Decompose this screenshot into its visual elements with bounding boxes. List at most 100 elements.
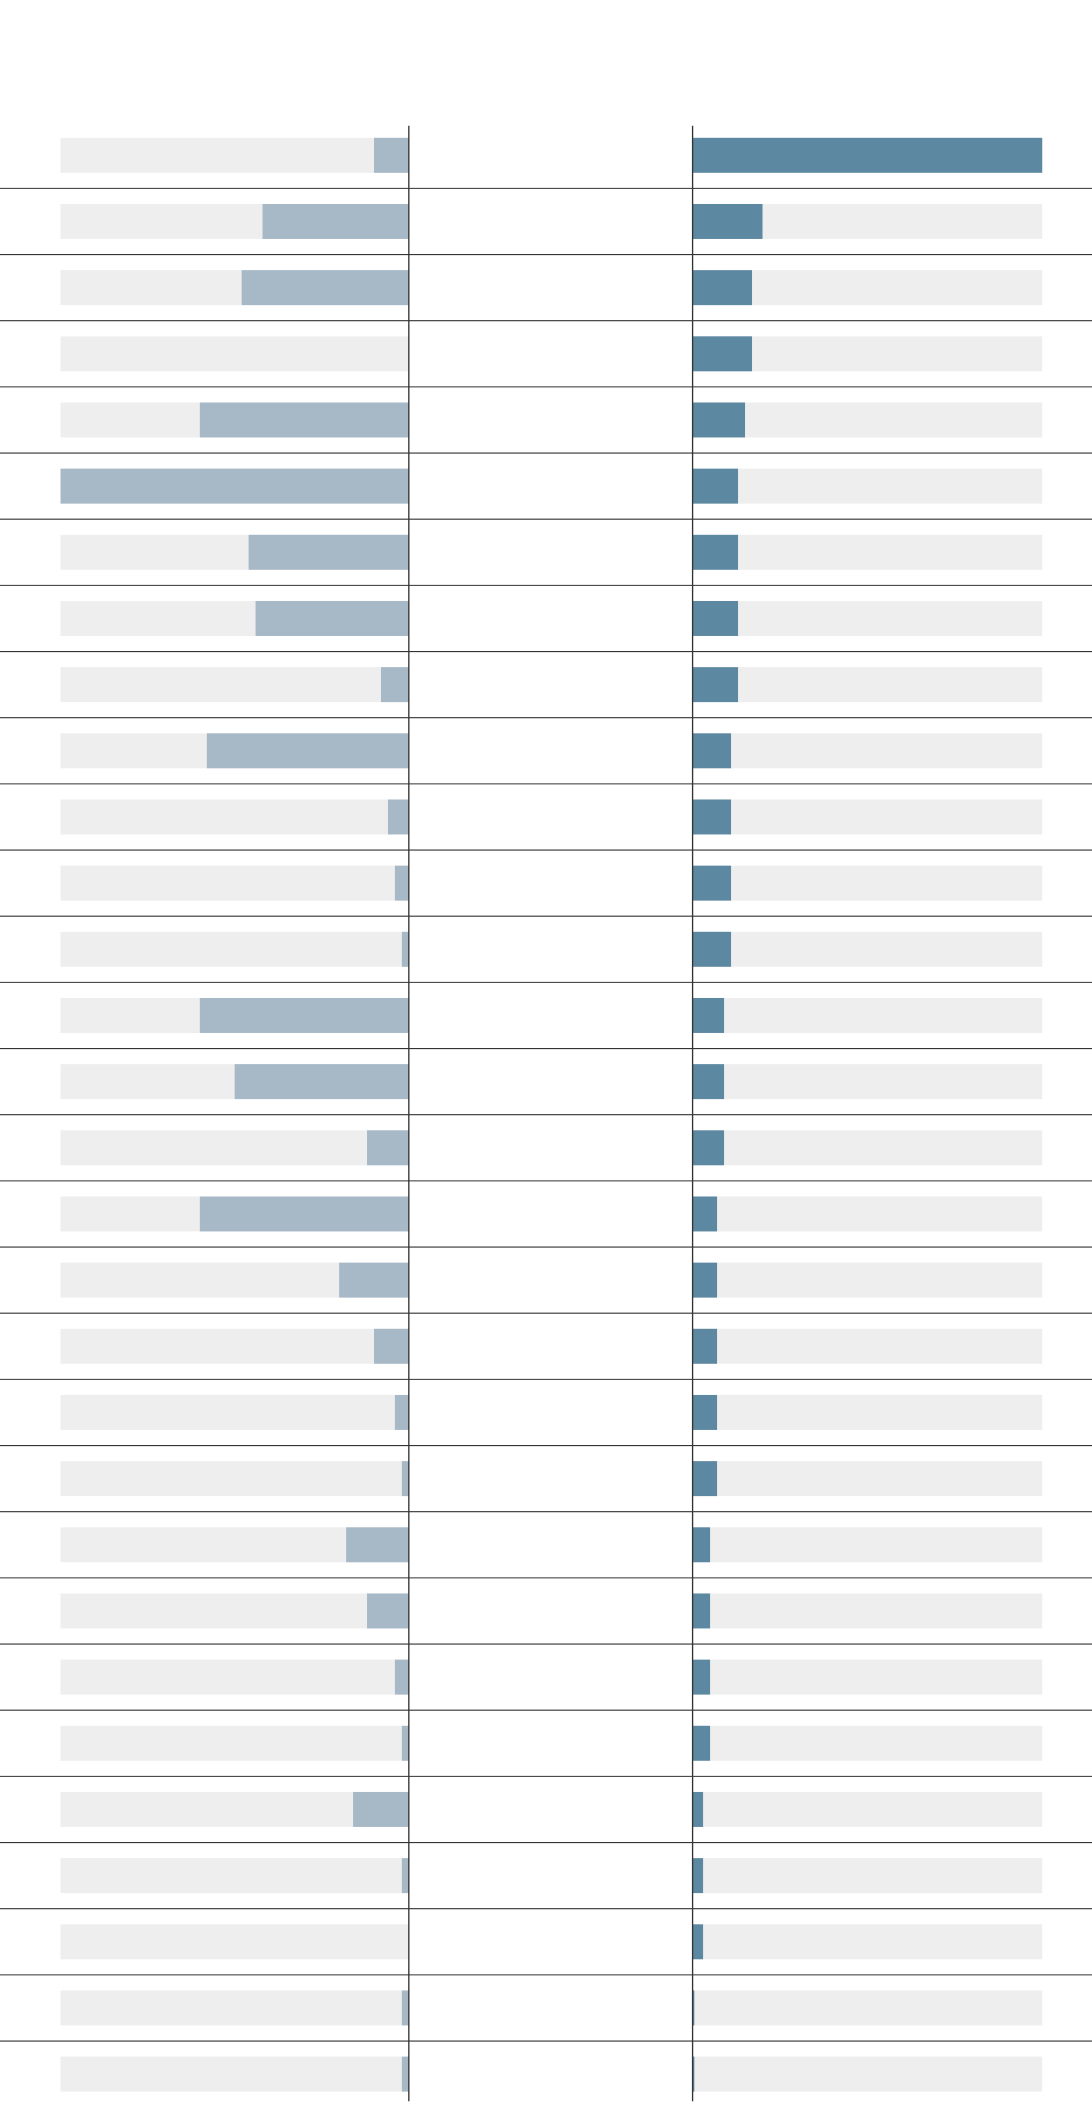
bar-track: [692, 1725, 1043, 1761]
bar-track: [692, 733, 1043, 769]
bar-track: [692, 865, 1043, 901]
bar: [199, 1196, 409, 1232]
bar-track: [692, 402, 1043, 438]
bar-track: [692, 799, 1043, 835]
bar-track: [692, 534, 1043, 570]
bar: [692, 1924, 704, 1960]
bar-track: [60, 1924, 409, 1960]
bar: [367, 1130, 409, 1166]
bar: [401, 931, 409, 967]
bar-track: [692, 667, 1043, 703]
bar: [692, 1394, 718, 1430]
bar-track: [692, 1924, 1043, 1960]
bar-track: [692, 1394, 1043, 1430]
bar-track: [60, 1328, 409, 1364]
bar-track: [60, 2056, 409, 2092]
bar: [394, 1659, 409, 1695]
bar-track: [60, 1659, 409, 1695]
bar-track: [692, 600, 1043, 636]
bar: [692, 1990, 695, 2026]
bar-track: [692, 1262, 1043, 1298]
bar: [692, 1461, 718, 1497]
bar: [401, 1461, 409, 1497]
bar: [692, 203, 763, 239]
bar-track: [692, 997, 1043, 1033]
bar-track: [692, 1064, 1043, 1100]
bar-track: [60, 137, 409, 173]
bar: [692, 137, 1043, 173]
bar-track: [60, 336, 409, 372]
bar: [401, 2056, 409, 2092]
bar-track: [692, 1858, 1043, 1894]
bar: [692, 336, 753, 372]
bar-track: [60, 1593, 409, 1629]
bar: [241, 270, 409, 306]
bar-track: [60, 1130, 409, 1166]
bar: [692, 534, 739, 570]
bar: [262, 203, 409, 239]
bar: [692, 2056, 695, 2092]
bar-track: [692, 1990, 1043, 2026]
bar: [692, 865, 732, 901]
bar: [60, 468, 409, 504]
bar: [692, 799, 732, 835]
bar-track: [60, 667, 409, 703]
bar-track: [60, 931, 409, 967]
bar: [692, 1791, 704, 1827]
bar: [692, 1064, 725, 1100]
bar-track: [692, 1593, 1043, 1629]
bar: [692, 1858, 704, 1894]
bar: [692, 1328, 718, 1364]
bar-track: [60, 1461, 409, 1497]
bar-track: [692, 2056, 1043, 2092]
bar-track: [60, 1791, 409, 1827]
bar: [692, 1196, 718, 1232]
bar: [692, 1725, 711, 1761]
bar: [199, 997, 409, 1033]
bar: [394, 865, 409, 901]
bar-track: [60, 799, 409, 835]
bar-track: [60, 865, 409, 901]
bar: [692, 468, 739, 504]
bar: [692, 600, 739, 636]
bar-track: [60, 1394, 409, 1430]
bar-track: [692, 1130, 1043, 1166]
bar: [394, 1394, 409, 1430]
bar: [346, 1527, 409, 1563]
bar-track: [60, 1725, 409, 1761]
bar: [339, 1262, 409, 1298]
bar: [692, 402, 746, 438]
bar: [248, 534, 409, 570]
bar: [692, 997, 725, 1033]
bar: [692, 931, 732, 967]
bar: [373, 137, 409, 173]
bar-track: [692, 1328, 1043, 1364]
bar-track: [692, 1791, 1043, 1827]
bar: [206, 733, 409, 769]
bar: [401, 1725, 409, 1761]
bar-track: [692, 1461, 1043, 1497]
bar: [692, 1527, 711, 1563]
bar: [199, 402, 409, 438]
bar: [367, 1593, 409, 1629]
bar-track: [692, 1196, 1043, 1232]
bar: [692, 1593, 711, 1629]
bar-track: [692, 1659, 1043, 1695]
bar: [692, 733, 732, 769]
bar: [255, 600, 409, 636]
bar: [692, 667, 739, 703]
bar: [401, 1858, 409, 1894]
bar: [692, 270, 753, 306]
bar-track: [692, 468, 1043, 504]
bar: [234, 1064, 409, 1100]
bar: [387, 799, 409, 835]
bar-track: [60, 1858, 409, 1894]
bar: [692, 1262, 718, 1298]
bar-track: [692, 931, 1043, 967]
bar: [373, 1328, 409, 1364]
bar: [380, 667, 409, 703]
bar: [692, 1130, 725, 1166]
bar: [401, 1990, 409, 2026]
